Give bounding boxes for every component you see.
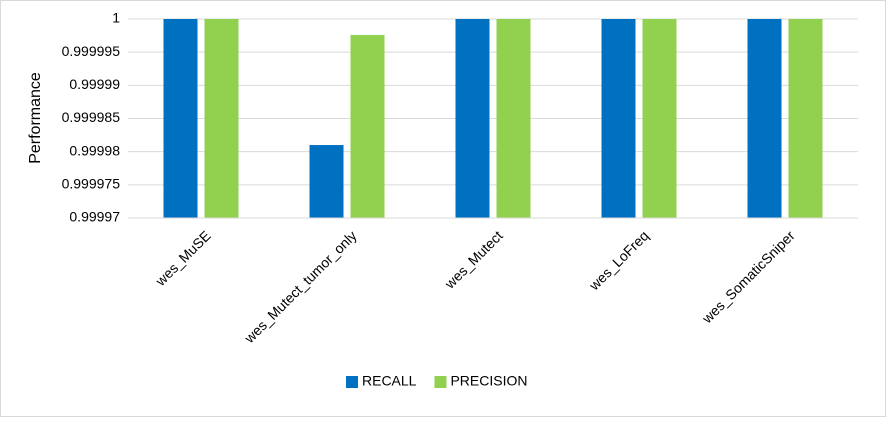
bar bbox=[496, 19, 531, 218]
legend-swatch bbox=[434, 376, 447, 388]
legend-label: RECALL bbox=[362, 373, 417, 389]
legend-label: PRECISION bbox=[450, 373, 527, 389]
bar bbox=[350, 34, 385, 218]
bar bbox=[204, 19, 239, 218]
y-tick-label: 0.99998 bbox=[69, 142, 120, 158]
y-tick-label: 1 bbox=[112, 10, 120, 26]
bar bbox=[455, 19, 490, 218]
y-tick-label: 0.99999 bbox=[69, 76, 120, 92]
bar bbox=[747, 19, 782, 218]
y-tick-label: 0.999985 bbox=[62, 109, 121, 125]
bar bbox=[163, 19, 198, 218]
bar bbox=[642, 19, 677, 218]
y-tick-label: 0.99997 bbox=[69, 209, 120, 225]
bar bbox=[788, 19, 823, 218]
y-tick-label: 0.999995 bbox=[62, 43, 121, 59]
bar bbox=[601, 19, 636, 218]
legend-swatch bbox=[346, 376, 358, 388]
bar bbox=[309, 145, 344, 218]
y-axis-title: Performance bbox=[27, 72, 44, 164]
y-tick-label: 0.999975 bbox=[62, 176, 121, 192]
